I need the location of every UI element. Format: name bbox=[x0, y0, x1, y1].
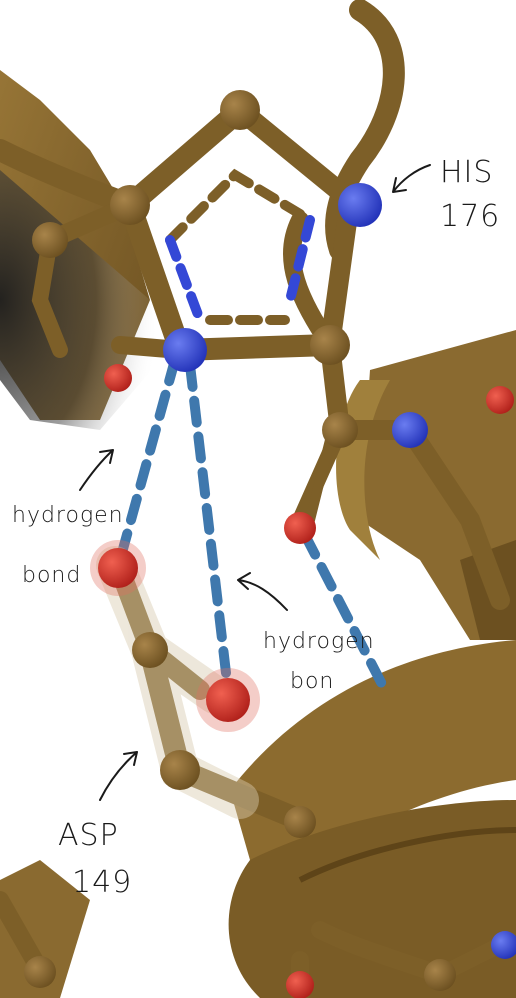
label-hbond-left-line1: hydrogen bbox=[12, 503, 124, 528]
nitrogen-atom bbox=[392, 412, 428, 448]
carbon-atom bbox=[160, 750, 200, 790]
oxygen-atom bbox=[284, 512, 316, 544]
label-asp-line1: ASP bbox=[58, 818, 119, 853]
label-his-line2: 176 bbox=[440, 199, 500, 234]
label-hbond-right-line2: bon bbox=[290, 669, 334, 694]
carbon-atom bbox=[310, 325, 350, 365]
carbon-atom bbox=[322, 412, 358, 448]
arrow-his bbox=[392, 164, 431, 193]
carbon-atom bbox=[132, 632, 168, 668]
annotation-arrows bbox=[79, 164, 431, 801]
arrow-hbond-left bbox=[79, 449, 114, 491]
oxygen-atom bbox=[98, 548, 138, 588]
oxygen-atoms bbox=[90, 364, 514, 998]
carbon-atoms bbox=[24, 90, 456, 991]
ribbon-helix-bottom bbox=[0, 640, 516, 998]
oxygen-atom bbox=[206, 678, 250, 722]
oxygen-atom bbox=[104, 364, 132, 392]
label-hbond-right-line1: hydrogen bbox=[263, 629, 375, 654]
carbon-atom bbox=[424, 959, 456, 991]
label-his-line1: HIS bbox=[440, 155, 493, 190]
label-hbond-left-line2: bond bbox=[22, 563, 81, 588]
oxygen-atom bbox=[486, 386, 514, 414]
oxygen-atom bbox=[286, 971, 314, 998]
carbon-atom bbox=[284, 806, 316, 838]
nitrogen-atoms bbox=[163, 183, 516, 959]
carbon-atom bbox=[32, 222, 68, 258]
arrow-hbond-right bbox=[237, 572, 288, 611]
hbond-his-to-asp-right bbox=[185, 360, 233, 695]
arrow-asp bbox=[99, 751, 138, 801]
nitrogen-atom bbox=[491, 931, 516, 959]
carbon-atom bbox=[110, 185, 150, 225]
nitrogen-atom bbox=[163, 328, 207, 372]
carbon-atom bbox=[24, 956, 56, 988]
hydrogen-bonds bbox=[115, 355, 390, 695]
nitrogen-atom bbox=[338, 183, 382, 227]
hbond-his-to-asp-left bbox=[115, 355, 180, 565]
annotation-labels: HIS 176 hydrogen bond hydrogen bon ASP 1… bbox=[12, 155, 500, 900]
carbon-atom bbox=[220, 90, 260, 130]
label-asp-line2: 149 bbox=[72, 865, 132, 900]
hbond-oxygen-to-ribbon bbox=[300, 530, 390, 695]
aromatic-ring-dashes bbox=[165, 168, 315, 325]
